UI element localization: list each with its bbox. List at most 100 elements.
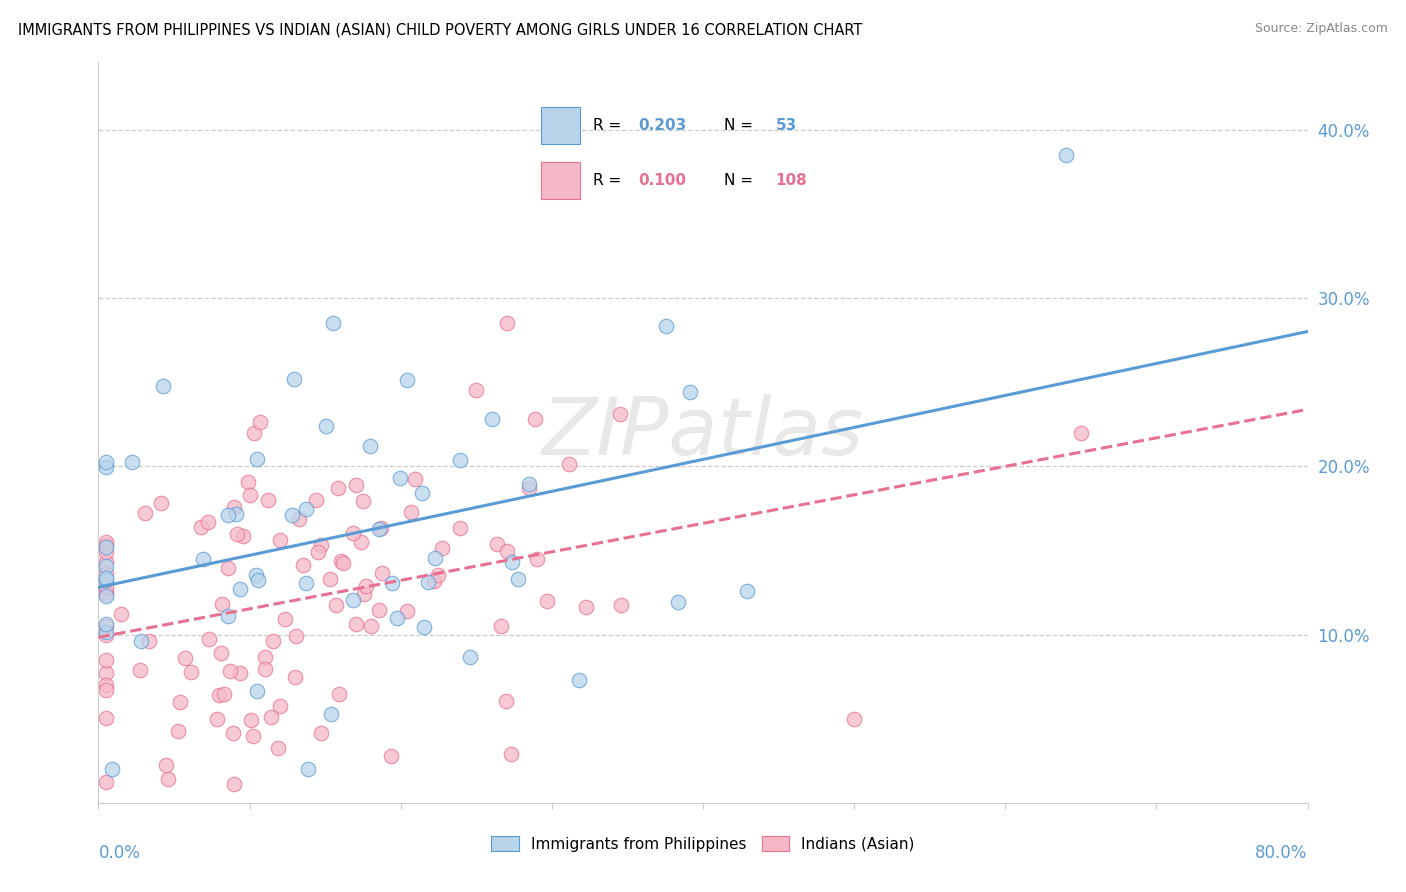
Point (155, 757, 177, 772)
Point (450, 452, 472, 467)
Point (367, 603, 389, 617)
Point (344, 616, 367, 631)
Point (506, 572, 529, 586)
Point (94, 559, 117, 574)
Point (328, 687, 350, 701)
Point (94, 653, 117, 667)
Point (211, 598, 233, 612)
Point (94, 616, 117, 631)
Point (134, 506, 156, 520)
Point (246, 452, 269, 467)
Point (395, 604, 418, 618)
Point (212, 688, 235, 702)
Point (486, 536, 509, 550)
Point (225, 507, 247, 521)
Text: IMMIGRANTS FROM PHILIPPINES VS INDIAN (ASIAN) CHILD POVERTY AMONG GIRLS UNDER 16: IMMIGRANTS FROM PHILIPPINES VS INDIAN (A… (18, 22, 863, 37)
Point (367, 522, 389, 536)
Point (110, 607, 132, 622)
Point (309, 726, 332, 740)
Point (568, 673, 591, 687)
Point (285, 628, 308, 642)
Point (370, 521, 392, 535)
Point (239, 714, 262, 728)
Point (388, 471, 411, 485)
Point (94, 711, 117, 725)
Point (94, 573, 117, 587)
Point (129, 633, 152, 648)
Point (292, 558, 315, 572)
Point (517, 482, 540, 496)
Point (94, 455, 117, 469)
Point (283, 371, 305, 385)
Legend: Immigrants from Philippines, Indians (Asian): Immigrants from Philippines, Indians (As… (485, 830, 921, 858)
Point (94, 625, 117, 640)
Point (174, 651, 197, 665)
Point (284, 670, 307, 684)
Point (295, 576, 318, 591)
Point (217, 609, 239, 624)
Point (558, 457, 581, 471)
Point (385, 611, 408, 625)
Point (236, 475, 259, 490)
Point (416, 575, 439, 590)
Point (229, 665, 252, 680)
Point (495, 316, 517, 330)
Point (94, 589, 117, 603)
Point (209, 646, 232, 660)
Point (217, 561, 239, 575)
Point (287, 512, 309, 526)
Point (246, 684, 269, 698)
Point (138, 634, 160, 648)
Text: 80.0%: 80.0% (1256, 844, 1308, 862)
Point (257, 492, 280, 507)
Point (411, 485, 433, 500)
Point (129, 663, 152, 677)
Point (149, 495, 172, 509)
Point (352, 494, 374, 508)
Text: ZIPatlas: ZIPatlas (541, 393, 865, 472)
Point (609, 407, 631, 421)
Point (526, 552, 548, 566)
Point (354, 579, 377, 593)
Point (481, 412, 503, 426)
Point (224, 500, 246, 514)
Point (179, 665, 201, 680)
Point (413, 620, 436, 634)
Point (94, 585, 117, 599)
Point (430, 541, 453, 556)
Point (315, 419, 337, 434)
Point (844, 712, 866, 726)
Point (239, 488, 262, 502)
Point (495, 693, 517, 707)
Point (422, 574, 444, 588)
Point (519, 477, 541, 491)
Point (344, 478, 367, 492)
Point (121, 455, 143, 469)
Point (94, 775, 117, 789)
Point (94, 619, 117, 633)
Point (94, 580, 117, 594)
Point (94, 538, 117, 552)
Point (262, 633, 284, 648)
Point (489, 619, 512, 633)
Point (253, 662, 276, 676)
Point (169, 695, 191, 709)
Point (280, 508, 302, 522)
Point (737, 583, 759, 598)
Point (395, 373, 418, 387)
Point (342, 526, 364, 541)
Point (307, 545, 329, 559)
Point (666, 595, 689, 609)
Point (404, 472, 426, 486)
Point (226, 526, 249, 541)
Point (267, 740, 290, 755)
Point (101, 762, 124, 776)
Point (197, 515, 219, 529)
Point (332, 557, 354, 571)
Point (152, 379, 174, 393)
Point (249, 416, 271, 430)
Point (229, 582, 252, 597)
Point (464, 384, 486, 398)
Point (297, 762, 319, 776)
Point (224, 777, 246, 791)
